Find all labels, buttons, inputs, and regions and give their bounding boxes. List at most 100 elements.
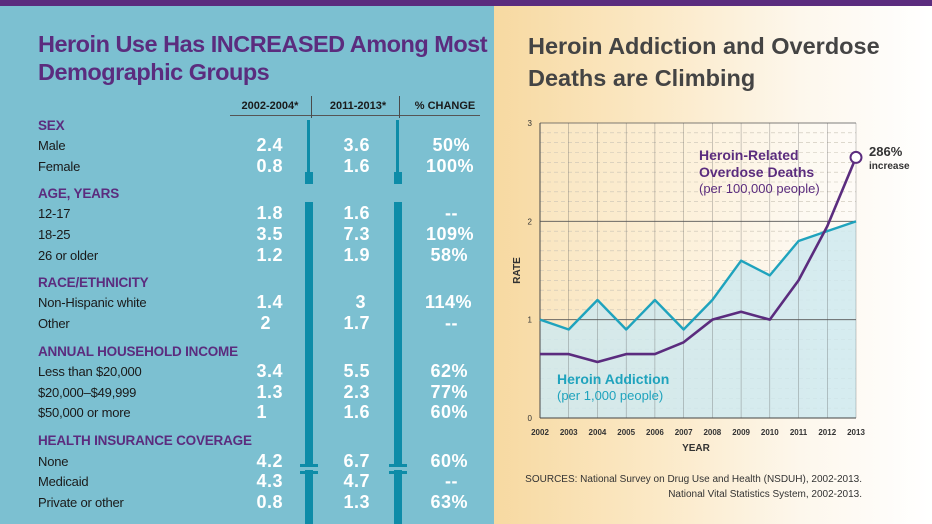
- value-change: 100%: [425, 156, 474, 176]
- value-2011-2013: 1.6: [343, 402, 370, 422]
- y-tick-label: 1: [528, 316, 533, 325]
- row-label-no-insurance: None: [38, 454, 69, 469]
- line-chart: 0 1 2 3 2002 2003 2004 2005 2006 2007 2008 2009 2010…: [512, 119, 910, 454]
- value-2011-2013: 1.3: [343, 492, 370, 512]
- row-label-male: Male: [38, 138, 66, 153]
- value-change: 63%: [430, 492, 468, 512]
- header-divider: [230, 115, 480, 116]
- row-label-medicaid: Medicaid: [38, 474, 89, 489]
- section-heading-insurance: HEALTH INSURANCE COVERAGE: [38, 433, 252, 448]
- column-header-change: % CHANGE: [414, 100, 476, 112]
- row-label-income-mid: $20,000–$49,999: [38, 385, 137, 400]
- row-label-non-hispanic-white: Non-Hispanic white: [38, 295, 147, 310]
- value-2002-2004: 3.5: [256, 224, 283, 244]
- value-2002-2004: 4.3: [256, 471, 283, 491]
- top-accent-bar: [494, 0, 932, 6]
- column-header-2002-2004: 2002-2004*: [241, 100, 299, 112]
- value-change: 114%: [424, 292, 472, 312]
- value-2011-2013: 4.7: [343, 471, 370, 491]
- section-heading-race: RACE/ETHNICITY: [38, 275, 149, 290]
- row-label-other-race: Other: [38, 316, 70, 331]
- row-label-female: Female: [38, 159, 81, 174]
- row-label-income-low: Less than $20,000: [38, 364, 142, 379]
- x-tick-label: 2010: [761, 428, 779, 437]
- x-axis-title: YEAR: [682, 443, 711, 454]
- sources-line-1: SOURCES: National Survey on Drug Use and…: [525, 474, 862, 485]
- row-label-age-18-25: 18-25: [38, 227, 71, 242]
- value-change: 109%: [425, 224, 474, 244]
- value-2011-2013: 1.6: [343, 156, 370, 176]
- value-2002-2004: 2.4: [256, 135, 283, 155]
- series-label-heroin-addiction: Heroin Addiction: [557, 371, 669, 387]
- value-2002-2004: 1.4: [256, 292, 283, 312]
- section-heading-age: AGE, YEARS: [38, 186, 120, 201]
- top-accent-bar: [0, 0, 494, 6]
- value-2002-2004: 1.2: [256, 245, 283, 265]
- row-label-age-12-17: 12-17: [38, 206, 71, 221]
- column-bar-gap: [305, 467, 313, 470]
- value-2002-2004: 1.8: [256, 203, 283, 223]
- value-2002-2004: 1: [256, 402, 267, 422]
- value-change: --: [445, 203, 458, 223]
- x-tick-label: 2009: [732, 428, 750, 437]
- x-tick-label: 2006: [646, 428, 664, 437]
- value-change: --: [445, 471, 458, 491]
- column-bar: [305, 172, 313, 184]
- value-change: 58%: [430, 245, 468, 265]
- value-2002-2004: 0.8: [256, 156, 283, 176]
- trend-panel: Heroin Addiction and Overdose Deaths are…: [494, 0, 932, 524]
- column-bar: [305, 202, 313, 524]
- annotation-value: 286%: [869, 144, 903, 159]
- column-bar: [394, 172, 402, 184]
- value-2011-2013: 3: [355, 292, 366, 312]
- column-divider: [399, 96, 400, 118]
- x-tick-label: 2007: [675, 428, 693, 437]
- x-tick-label: 2004: [589, 428, 607, 437]
- value-2011-2013: 5.5: [343, 361, 370, 381]
- series-label-overdose-line1: Heroin-Related: [699, 147, 799, 163]
- series-line-heroin-addiction: [539, 220, 857, 331]
- value-2011-2013: 7.3: [343, 224, 370, 244]
- column-bar: [307, 120, 310, 172]
- value-change: --: [445, 313, 458, 333]
- demographics-panel: Heroin Use Has INCREASED Among Most Demo…: [0, 0, 494, 524]
- value-2002-2004: 1.3: [256, 382, 283, 402]
- series-line-overdose-deaths: [540, 156, 858, 364]
- column-divider: [311, 96, 312, 118]
- x-tick-label: 2011: [790, 428, 808, 437]
- x-tick-label: 2008: [703, 428, 721, 437]
- row-label-private-insurance: Private or other: [38, 495, 124, 510]
- column-bar-cap: [300, 464, 318, 467]
- value-2002-2004: 4.2: [256, 451, 283, 471]
- y-tick-label: 3: [528, 119, 533, 128]
- column-bar-cap: [389, 471, 407, 474]
- x-tick-label: 2003: [560, 428, 578, 437]
- x-tick-label: 2012: [818, 428, 836, 437]
- column-bar-gap: [394, 467, 402, 470]
- y-tick-label: 2: [528, 217, 533, 226]
- trend-title: Heroin Addiction and Overdose Deaths are…: [528, 33, 880, 91]
- value-change: 60%: [430, 451, 468, 471]
- column-header-2011-2013: 2011-2013*: [329, 100, 387, 112]
- value-change: 77%: [430, 382, 468, 402]
- section-heading-income: ANNUAL HOUSEHOLD INCOME: [38, 344, 238, 359]
- x-tick-label: 2013: [847, 428, 865, 437]
- sources-line-2: National Vital Statistics System, 2002-2…: [668, 489, 862, 500]
- x-tick-label: 2005: [617, 428, 635, 437]
- value-2011-2013: 3.6: [343, 135, 370, 155]
- row-label-income-high: $50,000 or more: [38, 405, 131, 420]
- series-sublabel-overdose: (per 100,000 people): [699, 181, 820, 196]
- column-bar: [394, 202, 402, 524]
- annotation-text: increase: [869, 161, 910, 172]
- value-2002-2004: 2: [260, 313, 271, 333]
- demographics-title: Heroin Use Has INCREASED Among Most Demo…: [38, 31, 488, 85]
- x-tick-label: 2002: [531, 428, 549, 437]
- series-sublabel-heroin-addiction: (per 1,000 people): [557, 388, 663, 403]
- series-endpoint-marker: [849, 150, 863, 164]
- y-axis-title: RATE: [512, 257, 523, 284]
- column-bar-cap: [300, 471, 318, 474]
- column-bar: [396, 120, 399, 172]
- column-bar-cap: [389, 464, 407, 467]
- series-label-overdose-line2: Overdose Deaths: [699, 164, 814, 180]
